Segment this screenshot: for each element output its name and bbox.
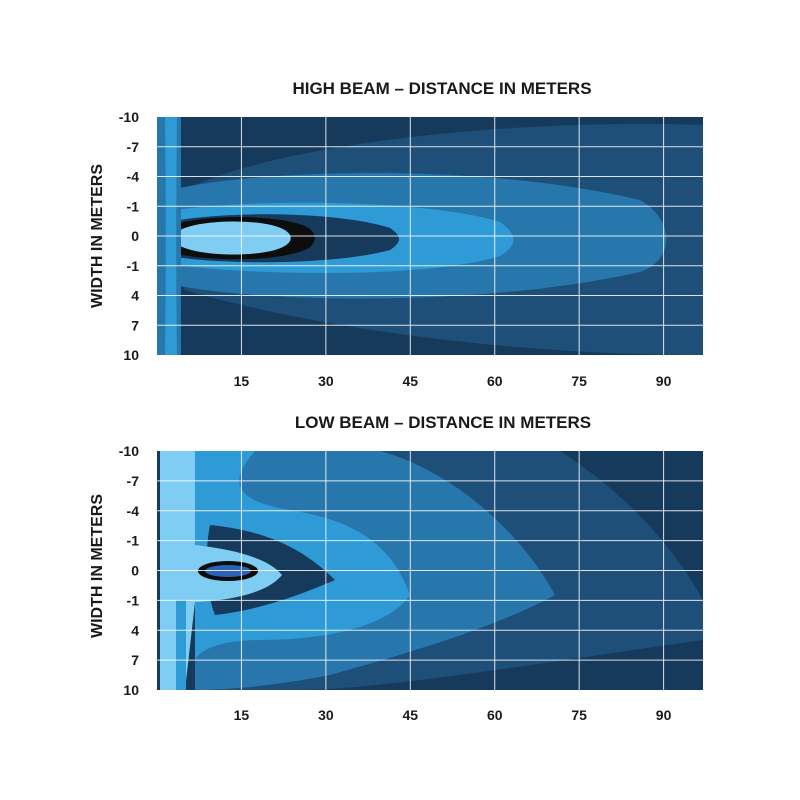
low-beam-y-tick-label: 4	[131, 622, 139, 638]
low-beam-y-tick-label: -7	[127, 473, 140, 489]
low-beam-left-strip	[176, 600, 186, 690]
high-beam-y-tick-label: 0	[131, 228, 139, 244]
low-beam-y-tick-label: 10	[123, 682, 139, 698]
high-beam-y-tick-label: -7	[127, 139, 140, 155]
low-beam-x-tick-label: 90	[656, 707, 672, 723]
high-beam-y-tick-label: 10	[123, 347, 139, 363]
high-beam-grid	[157, 117, 703, 355]
low-beam-grid	[157, 451, 703, 690]
low-beam-x-tick-label: 15	[234, 707, 250, 723]
low-beam-x-tick-label: 60	[487, 707, 503, 723]
low-beam-y-tick-label: -4	[127, 503, 140, 519]
high-beam-y-tick-label: -4	[127, 169, 140, 185]
high-beam-x-tick-label: 45	[403, 373, 419, 389]
high-beam-y-axis-label: WIDTH IN METERS	[89, 164, 106, 308]
high-beam-y-tick-label: 4	[131, 288, 139, 304]
high-beam-y-tick-label: -10	[119, 109, 139, 125]
low-beam-y-tick-label: 7	[131, 652, 139, 668]
high-beam-chart: HIGH BEAM – DISTANCE IN METERS -10-7-4-1…	[89, 79, 703, 389]
low-beam-chart: LOW BEAM – DISTANCE IN METERS -10-7-4-10…	[89, 413, 703, 723]
low-beam-y-tick-label: -10	[119, 443, 139, 459]
high-beam-y-tick-label: -1	[127, 198, 140, 214]
high-beam-plot-area	[157, 117, 703, 355]
high-beam-zone-hot-spot	[174, 221, 291, 255]
high-beam-x-tick-label: 75	[571, 373, 587, 389]
low-beam-y-tick-label: -1	[127, 592, 140, 608]
high-beam-x-ticks: 15 30 45 60 75 90	[234, 373, 672, 389]
low-beam-x-tick-label: 75	[571, 707, 587, 723]
low-beam-y-tick-label: 0	[131, 563, 139, 579]
low-beam-y-axis-label: WIDTH IN METERS	[89, 494, 106, 638]
high-beam-x-tick-label: 90	[656, 373, 672, 389]
high-beam-y-tick-label: -1	[127, 258, 140, 274]
low-beam-y-tick-label: -1	[127, 533, 140, 549]
high-beam-x-tick-label: 30	[318, 373, 334, 389]
high-beam-title: HIGH BEAM – DISTANCE IN METERS	[292, 79, 591, 98]
low-beam-x-tick-label: 45	[403, 707, 419, 723]
high-beam-x-tick-label: 60	[487, 373, 503, 389]
low-beam-x-ticks: 15 30 45 60 75 90	[234, 707, 672, 723]
high-beam-x-tick-label: 15	[234, 373, 250, 389]
high-beam-y-tick-label: 7	[131, 317, 139, 333]
low-beam-x-tick-label: 30	[318, 707, 334, 723]
low-beam-title: LOW BEAM – DISTANCE IN METERS	[295, 413, 591, 432]
